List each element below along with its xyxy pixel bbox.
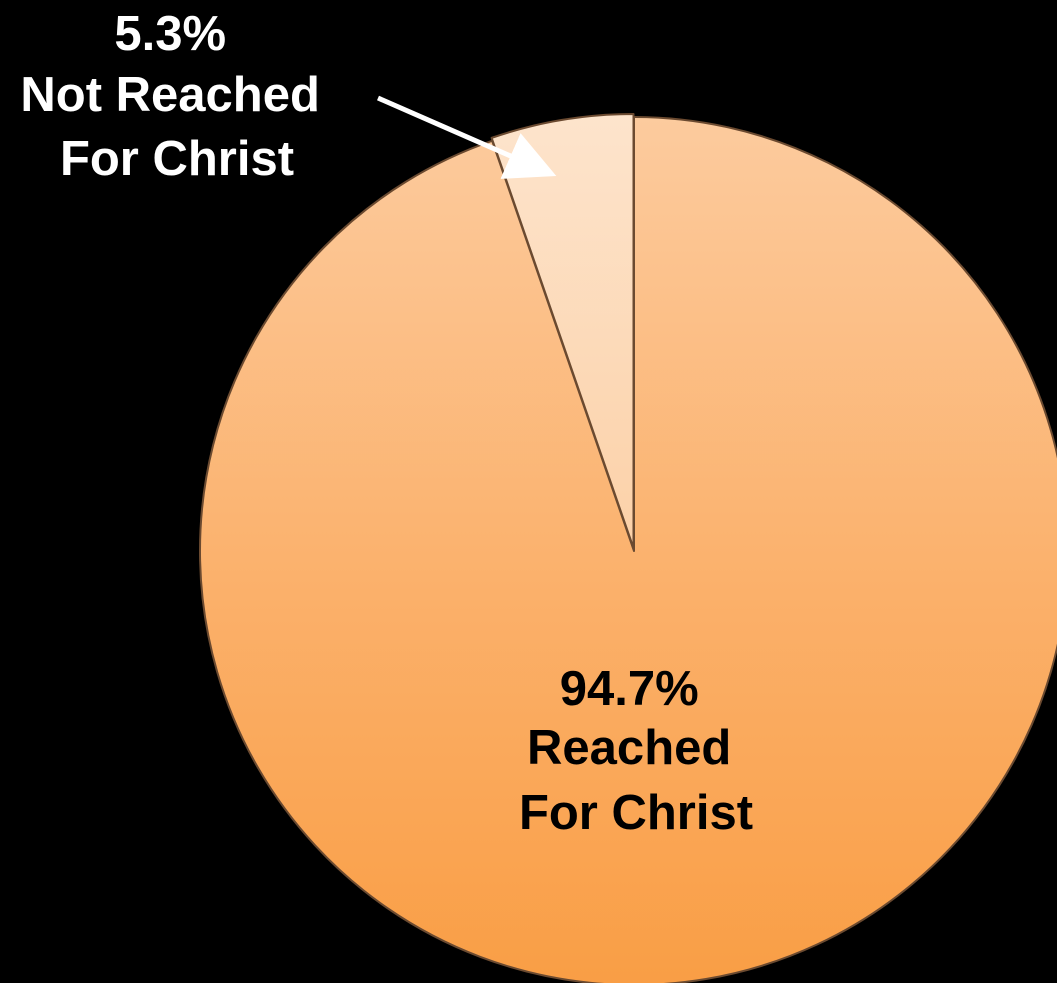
label-reached-line2: For Christ bbox=[519, 786, 753, 840]
pie-slice-reached bbox=[198, 116, 1057, 983]
label-not-reached-percent: 5.3% bbox=[114, 7, 226, 61]
label-not-reached-line2: For Christ bbox=[60, 132, 294, 186]
label-not-reached: 5.3% Not Reached For Christ bbox=[20, 7, 333, 186]
callout-arrow bbox=[376, 95, 557, 179]
label-reached: 94.7% Reached For Christ bbox=[519, 662, 753, 840]
pie-slice-not-reached bbox=[490, 113, 635, 550]
label-reached-line1: Reached bbox=[527, 721, 731, 775]
pie-slices bbox=[198, 113, 1057, 983]
label-reached-percent: 94.7% bbox=[560, 662, 699, 716]
label-not-reached-line1: Not Reached bbox=[20, 68, 320, 122]
